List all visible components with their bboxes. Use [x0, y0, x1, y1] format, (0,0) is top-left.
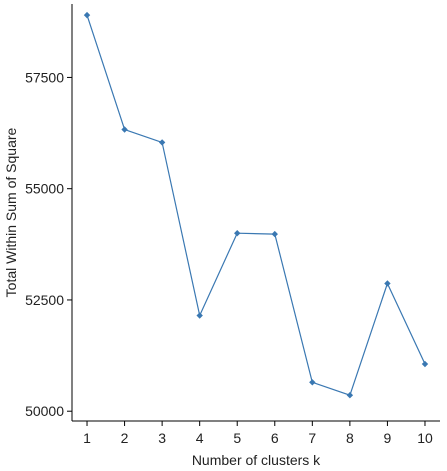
x-tick-label: 6: [271, 430, 279, 446]
data-point-marker: [83, 11, 91, 19]
data-point-marker: [158, 139, 166, 146]
series-line: [86, 14, 426, 396]
y-tick-label: 50000: [25, 403, 64, 419]
series: [86, 14, 426, 396]
data-point-marker: [234, 229, 241, 237]
x-tick-label: 9: [384, 430, 392, 446]
x-tick-label: 1: [83, 430, 91, 446]
data-point-marker: [421, 360, 429, 368]
data-point-marker: [196, 312, 203, 319]
markers: [83, 11, 429, 399]
data-point-marker: [346, 391, 354, 399]
y-ticks: 50000 52500 55000 57500: [25, 69, 72, 419]
x-tick-label: 4: [196, 430, 204, 446]
axes: [71, 4, 440, 422]
y-tick-label: 52500: [25, 292, 64, 308]
y-tick-label: 57500: [25, 69, 64, 85]
x-ticks: 1 2 3 4 5 6 7 8 9 10: [83, 421, 433, 446]
data-point-marker: [271, 230, 278, 238]
data-point-marker: [121, 126, 128, 133]
x-axis-title: Number of clusters k: [192, 452, 321, 468]
x-tick-label: 3: [158, 430, 166, 446]
y-tick-label: 55000: [25, 181, 64, 197]
x-tick-label: 2: [121, 430, 129, 446]
x-tick-label: 5: [233, 430, 241, 446]
data-point-marker: [384, 280, 391, 287]
x-tick-label: 7: [308, 430, 316, 446]
x-tick-label: 10: [417, 430, 433, 446]
y-axis-title: Total Within Sum of Square: [3, 127, 19, 297]
data-point-marker: [309, 379, 316, 386]
x-tick-label: 8: [346, 430, 354, 446]
